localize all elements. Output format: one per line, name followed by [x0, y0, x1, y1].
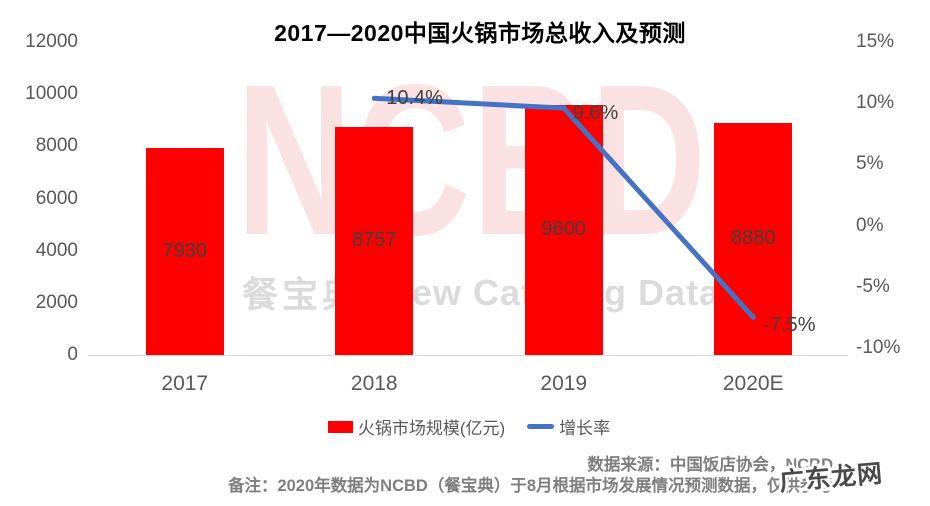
left-axis-tick: 0 [67, 344, 78, 365]
right-axis-tick: 0% [856, 214, 884, 236]
right-axis-tick: -10% [856, 337, 901, 358]
line-series-swatch [527, 424, 555, 429]
x-axis-label-2020E: 2020E [722, 372, 784, 395]
x-axis-label-2019: 2019 [540, 372, 588, 395]
bar-2017 [145, 148, 224, 355]
legend-item-line: 增长率 [527, 414, 610, 439]
data-source-text: 数据来源：中国饭店协会，NCBD [587, 456, 833, 474]
ncbd-watermark: NCBD [236, 39, 708, 280]
footer-notes: 数据来源：中国饭店协会，NCBD 备注：2020年数据为NCBD（餐宝典）于8月… [133, 455, 833, 497]
bar-series-label: 火锅市场规模(亿元) [357, 419, 506, 438]
bar-2018 [335, 126, 414, 355]
left-axis-tick: 12000 [25, 31, 78, 52]
x-axis-label-2018: 2018 [350, 372, 398, 395]
left-axis-tick: 6000 [35, 187, 78, 209]
bar-value-label: 9600 [541, 217, 587, 240]
growth-rate-label: -7.5% [763, 314, 816, 337]
bar-value-label: 8757 [352, 228, 397, 251]
right-axis-tick: 5% [856, 153, 884, 175]
bar-2019 [524, 104, 603, 355]
right-axis-tick: 10% [856, 92, 895, 114]
legend-item-bar: 火锅市场规模(亿元) [327, 414, 506, 439]
x-axis-line [88, 355, 848, 356]
growth-rate-label: 9.6% [572, 102, 619, 125]
chart-title: 2017—2020中国火锅市场总收入及预测 [274, 20, 686, 46]
line-series-label: 增长率 [559, 419, 611, 438]
note-text: 备注：2020年数据为NCBD（餐宝典）于8月根据市场发展情况预测数据，仅供参考 [227, 477, 833, 495]
left-axis-tick: 2000 [35, 291, 78, 313]
left-axis-tick: 4000 [35, 239, 78, 261]
left-axis-tick: 8000 [35, 135, 78, 157]
bar-series-swatch [327, 420, 353, 433]
growth-rate-label: 10.4% [386, 87, 443, 110]
x-axis-label-2017: 2017 [161, 372, 209, 395]
left-axis-tick: 10000 [25, 83, 78, 105]
bar-value-label: 7930 [162, 239, 208, 262]
right-axis-tick: 15% [856, 31, 895, 52]
right-axis-tick: -5% [856, 275, 890, 297]
legend: 火锅市场规模(亿元) 增长率 [90, 414, 848, 439]
bar-value-label: 8880 [731, 227, 776, 250]
